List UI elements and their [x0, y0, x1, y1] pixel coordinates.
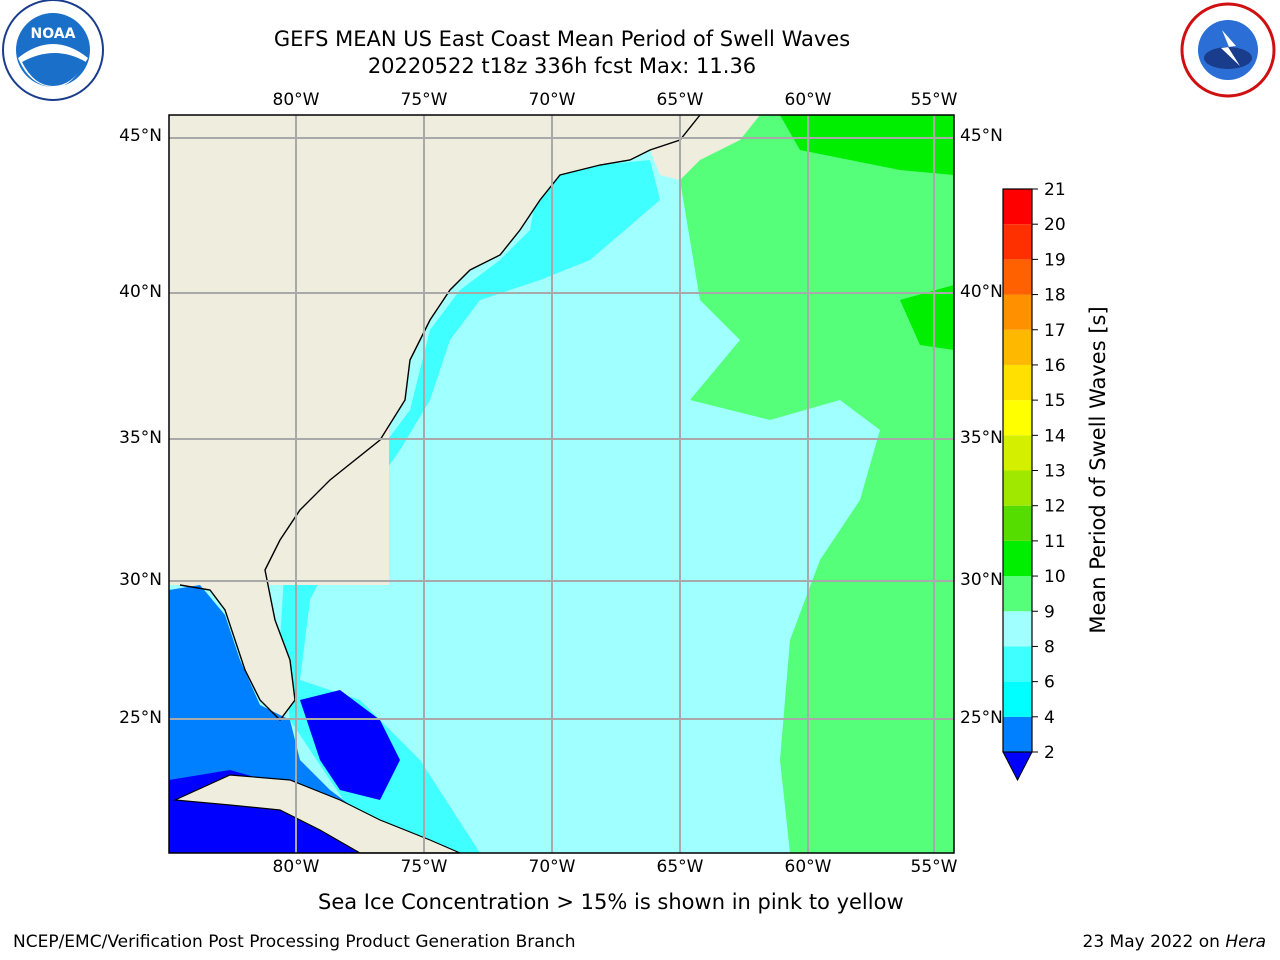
colorbar-bin	[1003, 576, 1032, 612]
colorbar-bin	[1003, 294, 1032, 330]
machine-name: Hera	[1225, 932, 1266, 952]
nws-logo-icon	[1180, 2, 1276, 98]
colorbar-bin	[1003, 540, 1032, 577]
colorbar-bin	[1003, 189, 1032, 225]
land-cuba	[172, 774, 461, 854]
map-frame	[168, 114, 955, 854]
lon-label-bottom: 80°W	[272, 857, 320, 877]
colorbar-tick-label: 17	[1044, 321, 1066, 341]
land-east-coast	[169, 115, 700, 720]
colorbar-tick-label: 9	[1044, 602, 1055, 622]
issue-date: 23 May 2022 on Hera	[1082, 932, 1267, 952]
colorbar-tick-label: 8	[1044, 637, 1055, 657]
colorbar-bin	[1003, 259, 1032, 295]
lat-label-left: 40°N	[119, 282, 162, 302]
lat-label-right: 35°N	[960, 428, 1003, 448]
swell-zone-9-10s	[680, 115, 954, 853]
colorbar-bin	[1003, 646, 1032, 682]
chart-title: GEFS MEAN US East Coast Mean Period of S…	[273, 27, 851, 51]
lon-label-top: 80°W	[272, 90, 320, 110]
colorbar-tick-label: 13	[1044, 462, 1066, 482]
colorbar-bin	[1003, 716, 1032, 752]
colorbar-bin	[1003, 224, 1032, 260]
lat-label-right: 30°N	[960, 570, 1003, 590]
colorbar-tick-label: 19	[1044, 250, 1066, 270]
lon-label-top: 75°W	[400, 90, 448, 110]
lon-label-bottom: 60°W	[784, 857, 832, 877]
colorbar-bin	[1003, 329, 1032, 365]
colorbar-tick-label: 18	[1044, 286, 1066, 306]
lon-label-top: 55°W	[910, 90, 958, 110]
land-nova-scotia	[640, 115, 760, 180]
colorbar-tick-label: 20	[1044, 215, 1066, 235]
colorbar-under-arrow	[1002, 751, 1033, 782]
chart-subtitle: 20220522 t18z 336h fcst Max: 11.36	[367, 54, 757, 78]
colorbar-bin	[1003, 681, 1032, 717]
colorbar-tick-label: 21	[1044, 180, 1066, 200]
swell-zone-10-11s	[780, 115, 954, 175]
colorbar-tick-label: 10	[1044, 567, 1066, 587]
lon-label-bottom: 75°W	[400, 857, 448, 877]
lon-label-top: 65°W	[656, 90, 704, 110]
lat-label-left: 35°N	[119, 428, 162, 448]
lon-label-bottom: 55°W	[910, 857, 958, 877]
lon-label-bottom: 70°W	[528, 857, 576, 877]
lon-label-top: 60°W	[784, 90, 832, 110]
colorbar-tick-label: 4	[1044, 708, 1055, 728]
colorbar-tick-label: 2	[1044, 743, 1055, 763]
colorbar-tick-label: 11	[1044, 532, 1066, 552]
swell-zone-bahamas	[300, 690, 400, 800]
lat-label-left: 30°N	[119, 570, 162, 590]
colorbar-bin	[1003, 611, 1032, 647]
lat-label-right: 25°N	[960, 708, 1003, 728]
lon-label-top: 70°W	[528, 90, 576, 110]
sea-ice-note: Sea Ice Concentration > 15% is shown in …	[318, 890, 904, 914]
swell-zone-10-11s	[900, 285, 954, 350]
colorbar-bin	[1003, 400, 1032, 436]
colorbar-bin	[1003, 435, 1032, 471]
svg-text:NOAA: NOAA	[31, 26, 76, 42]
colorbar-title: Mean Period of Swell Waves [s]	[1086, 306, 1110, 634]
lat-label-right: 40°N	[960, 282, 1003, 302]
colorbar-tick-label: 12	[1044, 497, 1066, 517]
colorbar-tick-label: 6	[1044, 673, 1055, 693]
colorbar-bin	[1003, 505, 1032, 541]
lat-label-left: 25°N	[119, 708, 162, 728]
colorbar-tick-label: 16	[1044, 356, 1066, 376]
colorbar-tick-label: 15	[1044, 391, 1066, 411]
colorbar-tick-label: 14	[1044, 426, 1066, 446]
noaa-logo-icon: NOAA	[2, 0, 104, 101]
lat-label-right: 45°N	[960, 126, 1003, 146]
lat-label-left: 45°N	[119, 126, 162, 146]
lon-label-bottom: 65°W	[656, 857, 704, 877]
colorbar-bin	[1003, 364, 1032, 401]
credit-text: NCEP/EMC/Verification Post Processing Pr…	[13, 932, 576, 952]
colorbar-bin	[1003, 470, 1032, 506]
